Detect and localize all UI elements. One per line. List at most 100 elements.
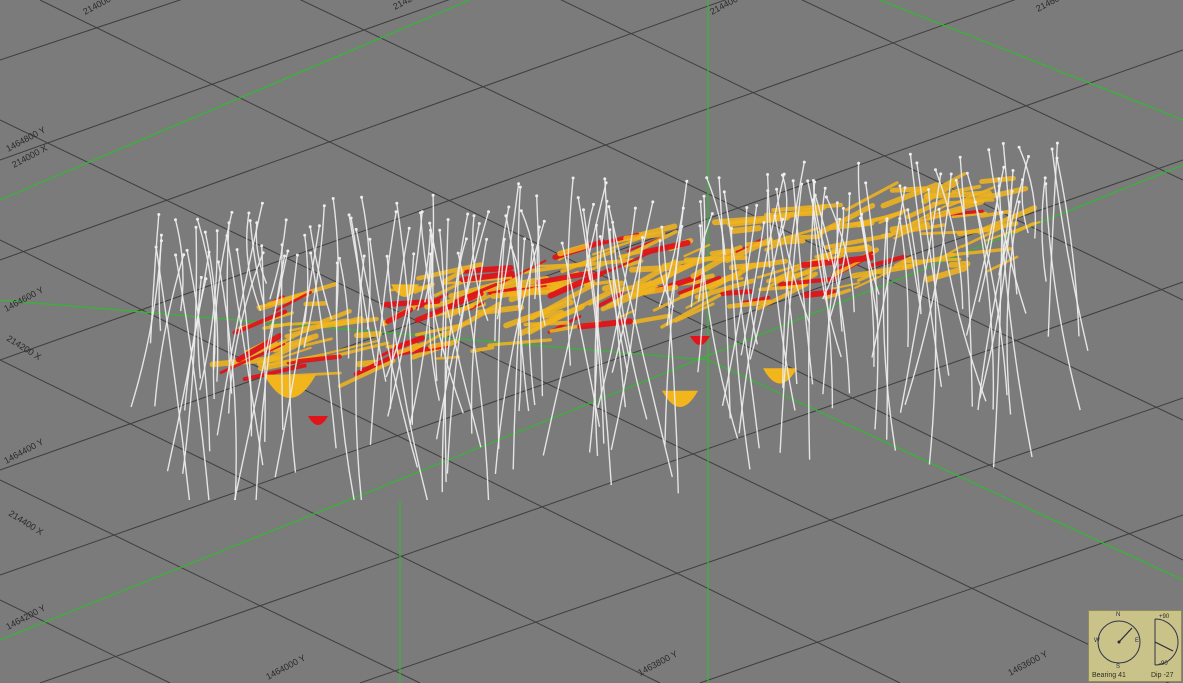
drillhole-trace[interactable] bbox=[444, 219, 449, 483]
drillhole-collar[interactable] bbox=[542, 219, 546, 223]
drillhole-collar[interactable] bbox=[182, 253, 186, 257]
drillhole-trace[interactable] bbox=[310, 252, 337, 449]
drillhole-trace[interactable] bbox=[977, 179, 1024, 411]
drillhole-collar[interactable] bbox=[939, 172, 943, 176]
drillhole-collar[interactable] bbox=[823, 186, 827, 190]
drillhole-trace[interactable] bbox=[542, 182, 607, 456]
drillhole-collar[interactable] bbox=[248, 219, 252, 223]
drillhole-collar[interactable] bbox=[283, 254, 286, 258]
drillhole-trace[interactable] bbox=[196, 219, 216, 370]
drillhole-collar[interactable] bbox=[857, 161, 861, 165]
drillhole-trace[interactable] bbox=[820, 188, 828, 283]
drillhole-trace[interactable] bbox=[934, 169, 964, 310]
drillhole-trace[interactable] bbox=[766, 174, 796, 411]
drillhole-trace[interactable] bbox=[608, 206, 673, 478]
drillhole-collar[interactable] bbox=[717, 176, 721, 180]
drillhole-trace[interactable] bbox=[599, 236, 628, 372]
drillhole-trace[interactable] bbox=[288, 255, 299, 473]
drillhole-collar[interactable] bbox=[841, 206, 845, 210]
drillhole-collar[interactable] bbox=[885, 219, 889, 223]
drillhole-trace[interactable] bbox=[1006, 201, 1020, 415]
drillhole-trace[interactable] bbox=[149, 214, 160, 344]
drillhole-collar[interactable] bbox=[1017, 200, 1021, 204]
drillhole-trace[interactable] bbox=[332, 198, 339, 313]
drillhole-collar[interactable] bbox=[641, 236, 644, 239]
drillhole-collar[interactable] bbox=[949, 172, 953, 176]
drillhole-trace[interactable] bbox=[174, 254, 210, 501]
drillhole-collar[interactable] bbox=[660, 225, 664, 229]
drillhole-collar[interactable] bbox=[915, 161, 919, 165]
drillhole-collar[interactable] bbox=[685, 179, 689, 183]
drillhole-trace[interactable] bbox=[775, 189, 811, 325]
drillhole-trace[interactable] bbox=[730, 228, 751, 470]
drillhole-trace[interactable] bbox=[812, 199, 842, 358]
drillhole-collar[interactable] bbox=[523, 237, 527, 241]
drillhole-trace[interactable] bbox=[1047, 143, 1059, 337]
drillhole-collar[interactable] bbox=[335, 261, 339, 265]
drillhole-trace[interactable] bbox=[965, 167, 1005, 336]
drillhole-collar[interactable] bbox=[848, 192, 852, 196]
drillhole-collar[interactable] bbox=[576, 196, 580, 200]
drillhole-trace[interactable] bbox=[303, 205, 325, 348]
drillhole-trace[interactable] bbox=[166, 251, 210, 472]
drillhole-collar[interactable] bbox=[504, 214, 508, 218]
drillhole-collar[interactable] bbox=[280, 243, 284, 247]
drillhole-trace[interactable] bbox=[611, 201, 654, 373]
drillhole-trace[interactable] bbox=[470, 239, 488, 434]
drillhole-trace[interactable] bbox=[740, 222, 765, 356]
drillhole-trace[interactable] bbox=[494, 221, 545, 474]
drillhole-collar[interactable] bbox=[428, 221, 432, 225]
drillhole-trace[interactable] bbox=[335, 262, 355, 501]
drillhole-trace[interactable] bbox=[610, 237, 644, 451]
drillhole-trace[interactable] bbox=[582, 209, 612, 486]
drillhole-collar[interactable] bbox=[722, 190, 726, 194]
drillhole-collar[interactable] bbox=[159, 233, 163, 237]
drillhole-trace[interactable] bbox=[1056, 157, 1080, 337]
drillhole-collar[interactable] bbox=[958, 155, 962, 159]
drillhole-collar[interactable] bbox=[937, 207, 941, 211]
drillhole-collar[interactable] bbox=[286, 249, 290, 253]
drillhole-collar[interactable] bbox=[308, 225, 312, 229]
drillhole-collar[interactable] bbox=[973, 200, 977, 204]
drillhole-trace[interactable] bbox=[698, 196, 706, 302]
drillhole-collar[interactable] bbox=[710, 212, 714, 216]
drillhole-trace[interactable] bbox=[658, 181, 688, 307]
drillhole-collar[interactable] bbox=[813, 180, 817, 184]
drillhole-collar[interactable] bbox=[1055, 141, 1059, 145]
drillhole-trace[interactable] bbox=[494, 206, 510, 342]
drillhole-collar[interactable] bbox=[658, 239, 662, 243]
drillhole-collar[interactable] bbox=[194, 225, 198, 229]
drillhole-trace[interactable] bbox=[226, 222, 233, 394]
drillhole-collar[interactable] bbox=[517, 182, 521, 186]
drillhole-trace[interactable] bbox=[429, 222, 482, 448]
drillhole-trace[interactable] bbox=[255, 255, 286, 501]
drillhole-trace[interactable] bbox=[766, 190, 771, 268]
drillhole-collar[interactable] bbox=[199, 275, 203, 279]
drillhole-collar[interactable] bbox=[781, 217, 785, 221]
drillhole-trace[interactable] bbox=[417, 230, 432, 311]
drillhole-trace[interactable] bbox=[666, 226, 683, 326]
drillhole-collar[interactable] bbox=[607, 205, 611, 209]
drillhole-trace[interactable] bbox=[808, 181, 816, 460]
drillhole-collar[interactable] bbox=[159, 239, 163, 243]
drillhole-trace[interactable] bbox=[1041, 177, 1047, 282]
drillhole-collar[interactable] bbox=[429, 252, 433, 256]
drillhole-collar[interactable] bbox=[157, 213, 161, 216]
drillhole-trace[interactable] bbox=[860, 214, 875, 367]
drillhole-collar[interactable] bbox=[317, 224, 321, 228]
drillhole-trace[interactable] bbox=[512, 238, 526, 470]
drillhole-collar[interactable] bbox=[997, 177, 1001, 181]
drillhole-collar[interactable] bbox=[535, 194, 539, 198]
drillhole-trace[interactable] bbox=[536, 226, 546, 326]
drillhole-collar[interactable] bbox=[477, 222, 481, 225]
drillhole-trace[interactable] bbox=[355, 229, 387, 382]
drillhole-trace[interactable] bbox=[236, 249, 253, 437]
drillhole-trace[interactable] bbox=[369, 239, 419, 468]
drillhole-collar[interactable] bbox=[791, 179, 795, 183]
drillhole-collar[interactable] bbox=[203, 230, 207, 234]
drillhole-collar[interactable] bbox=[598, 235, 602, 239]
drillhole-collar[interactable] bbox=[898, 217, 902, 221]
drillhole-collar[interactable] bbox=[260, 201, 264, 205]
drillhole-collar[interactable] bbox=[354, 227, 358, 231]
